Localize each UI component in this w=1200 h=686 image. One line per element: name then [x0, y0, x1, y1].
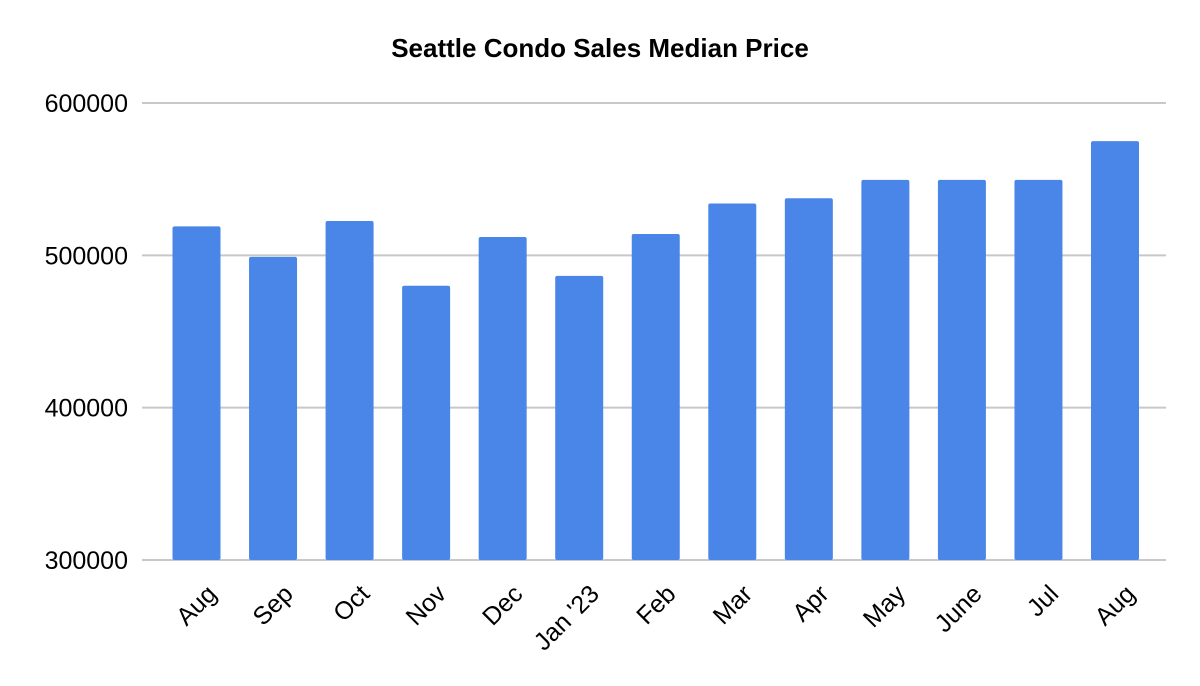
- bar: [1091, 141, 1139, 561]
- x-tick-label: Jul: [1022, 580, 1064, 622]
- bar: [631, 234, 680, 561]
- y-tick-label: 500000: [45, 242, 128, 270]
- bar: [784, 198, 833, 561]
- x-tick-label: May: [858, 580, 912, 634]
- bar: [555, 275, 604, 560]
- y-axis-tick-labels: 300000 400000 500000 600000: [45, 90, 128, 575]
- bar: [325, 221, 374, 560]
- x-tick-label: June: [929, 580, 987, 638]
- x-axis-tick-labels: Aug Sep Oct Nov Dec Jan '23 Feb Mar Apr May June Ju…: [171, 580, 1141, 657]
- x-tick-label: Sep: [247, 580, 298, 631]
- bar: [861, 179, 910, 560]
- x-tick-label: Nov: [401, 580, 453, 632]
- y-tick-label: 300000: [45, 547, 128, 575]
- bar: [249, 256, 298, 560]
- chart-title: Seattle Condo Sales Median Price: [391, 33, 809, 63]
- y-tick-label: 400000: [45, 395, 128, 423]
- bar: [172, 226, 221, 560]
- x-tick-label: Oct: [328, 580, 375, 627]
- bars: [172, 141, 1139, 561]
- x-tick-label: Feb: [631, 580, 681, 630]
- bar: [478, 237, 527, 560]
- bar: [708, 203, 757, 561]
- x-tick-label: Mar: [708, 580, 758, 630]
- bar: [937, 179, 986, 560]
- x-tick-label: Dec: [477, 580, 528, 631]
- bar: [402, 285, 451, 560]
- bar: [1014, 179, 1063, 560]
- x-tick-label: Aug: [1089, 580, 1140, 631]
- x-tick-label: Apr: [787, 580, 834, 627]
- x-tick-label: Aug: [171, 580, 222, 631]
- y-tick-label: 600000: [45, 90, 128, 118]
- x-tick-label: Jan '23: [529, 580, 605, 656]
